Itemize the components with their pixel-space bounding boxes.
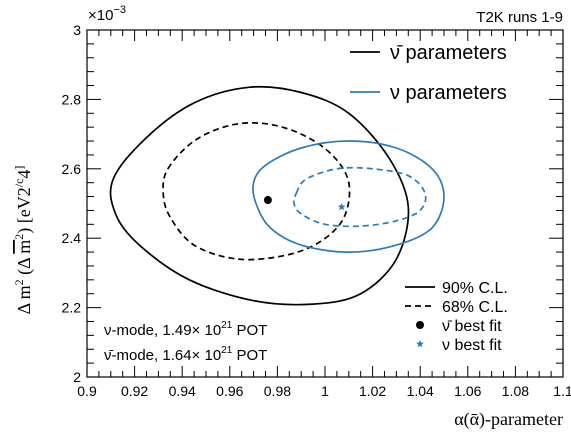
axis-ticks [86, 29, 564, 378]
x-tick-label: 1.02 [359, 383, 386, 399]
x-tick-label: 0.96 [216, 383, 243, 399]
x-tick-label: 1 [321, 383, 329, 399]
legend-label: 90% C.L. [442, 280, 508, 297]
legend-parameters: ν̄ parameters ν parameters [350, 42, 507, 104]
y-axis-label-text: Δ m2 (Δ m2) [eV2/c4] [12, 166, 35, 315]
x-tick-label: 1.08 [502, 383, 529, 399]
contour-line [252, 140, 445, 253]
exposure-annotation: ν̄-mode, 1.64× 1021 POT [104, 345, 267, 364]
y-tick-label: 2.4 [62, 230, 82, 246]
x-tick-label: 0.94 [169, 383, 196, 399]
best-fit-point [337, 203, 346, 211]
y-tick-label: 2.2 [62, 300, 82, 316]
legend-label: ν best fit [442, 337, 502, 354]
x-tick-label: 0.9 [77, 383, 97, 399]
x-tick-labels: 0.9 0.92 0.94 0.96 0.98 1 1.02 1.04 1.06 1.08 1.1 [77, 383, 571, 399]
legend-label: ν̄ best fit [442, 318, 502, 335]
contour-line [109, 85, 410, 306]
exposure-annotations: ν-mode, 1.49× 1021 POT ν̄-mode, 1.64× 102… [104, 320, 267, 364]
y-tick-labels: 2 2.2 2.4 2.6 2.8 3 [62, 22, 82, 385]
legend-label: 68% C.L. [442, 299, 508, 316]
legend-swatch [416, 340, 424, 348]
x-tick-label: 1.04 [407, 383, 434, 399]
legend-label: ν parameters [390, 82, 507, 104]
x-tick-label: 1.1 [553, 383, 571, 399]
y-tick-label: 2.6 [62, 161, 82, 177]
legend-label: ν̄ parameters [390, 42, 507, 64]
x-tick-label: 1.06 [454, 383, 481, 399]
best-fit-markers [263, 196, 346, 211]
best-fit-point [263, 196, 272, 205]
contour-line [293, 166, 427, 228]
contours [109, 85, 445, 306]
legend-cl: 90% C.L. 68% C.L. ν̄ best fit ν best fit [405, 280, 508, 354]
x-axis-label: α(ᾱ)-parameter [454, 409, 563, 430]
y-tick-label: 3 [73, 22, 81, 38]
title-right: T2K runs 1-9 [476, 9, 563, 26]
x-tick-label: 0.92 [121, 383, 148, 399]
y-tick-label: 2 [73, 369, 81, 385]
exposure-annotation: ν-mode, 1.49× 1021 POT [104, 320, 267, 339]
y-tick-label: 2.8 [62, 91, 82, 107]
y-multiplier: ×10−3 [88, 4, 126, 24]
legend-swatch [416, 321, 424, 329]
y-axis-label: Δ m2 (Δ m2) [eV2/c4] [12, 166, 35, 315]
x-tick-label: 0.98 [264, 383, 291, 399]
